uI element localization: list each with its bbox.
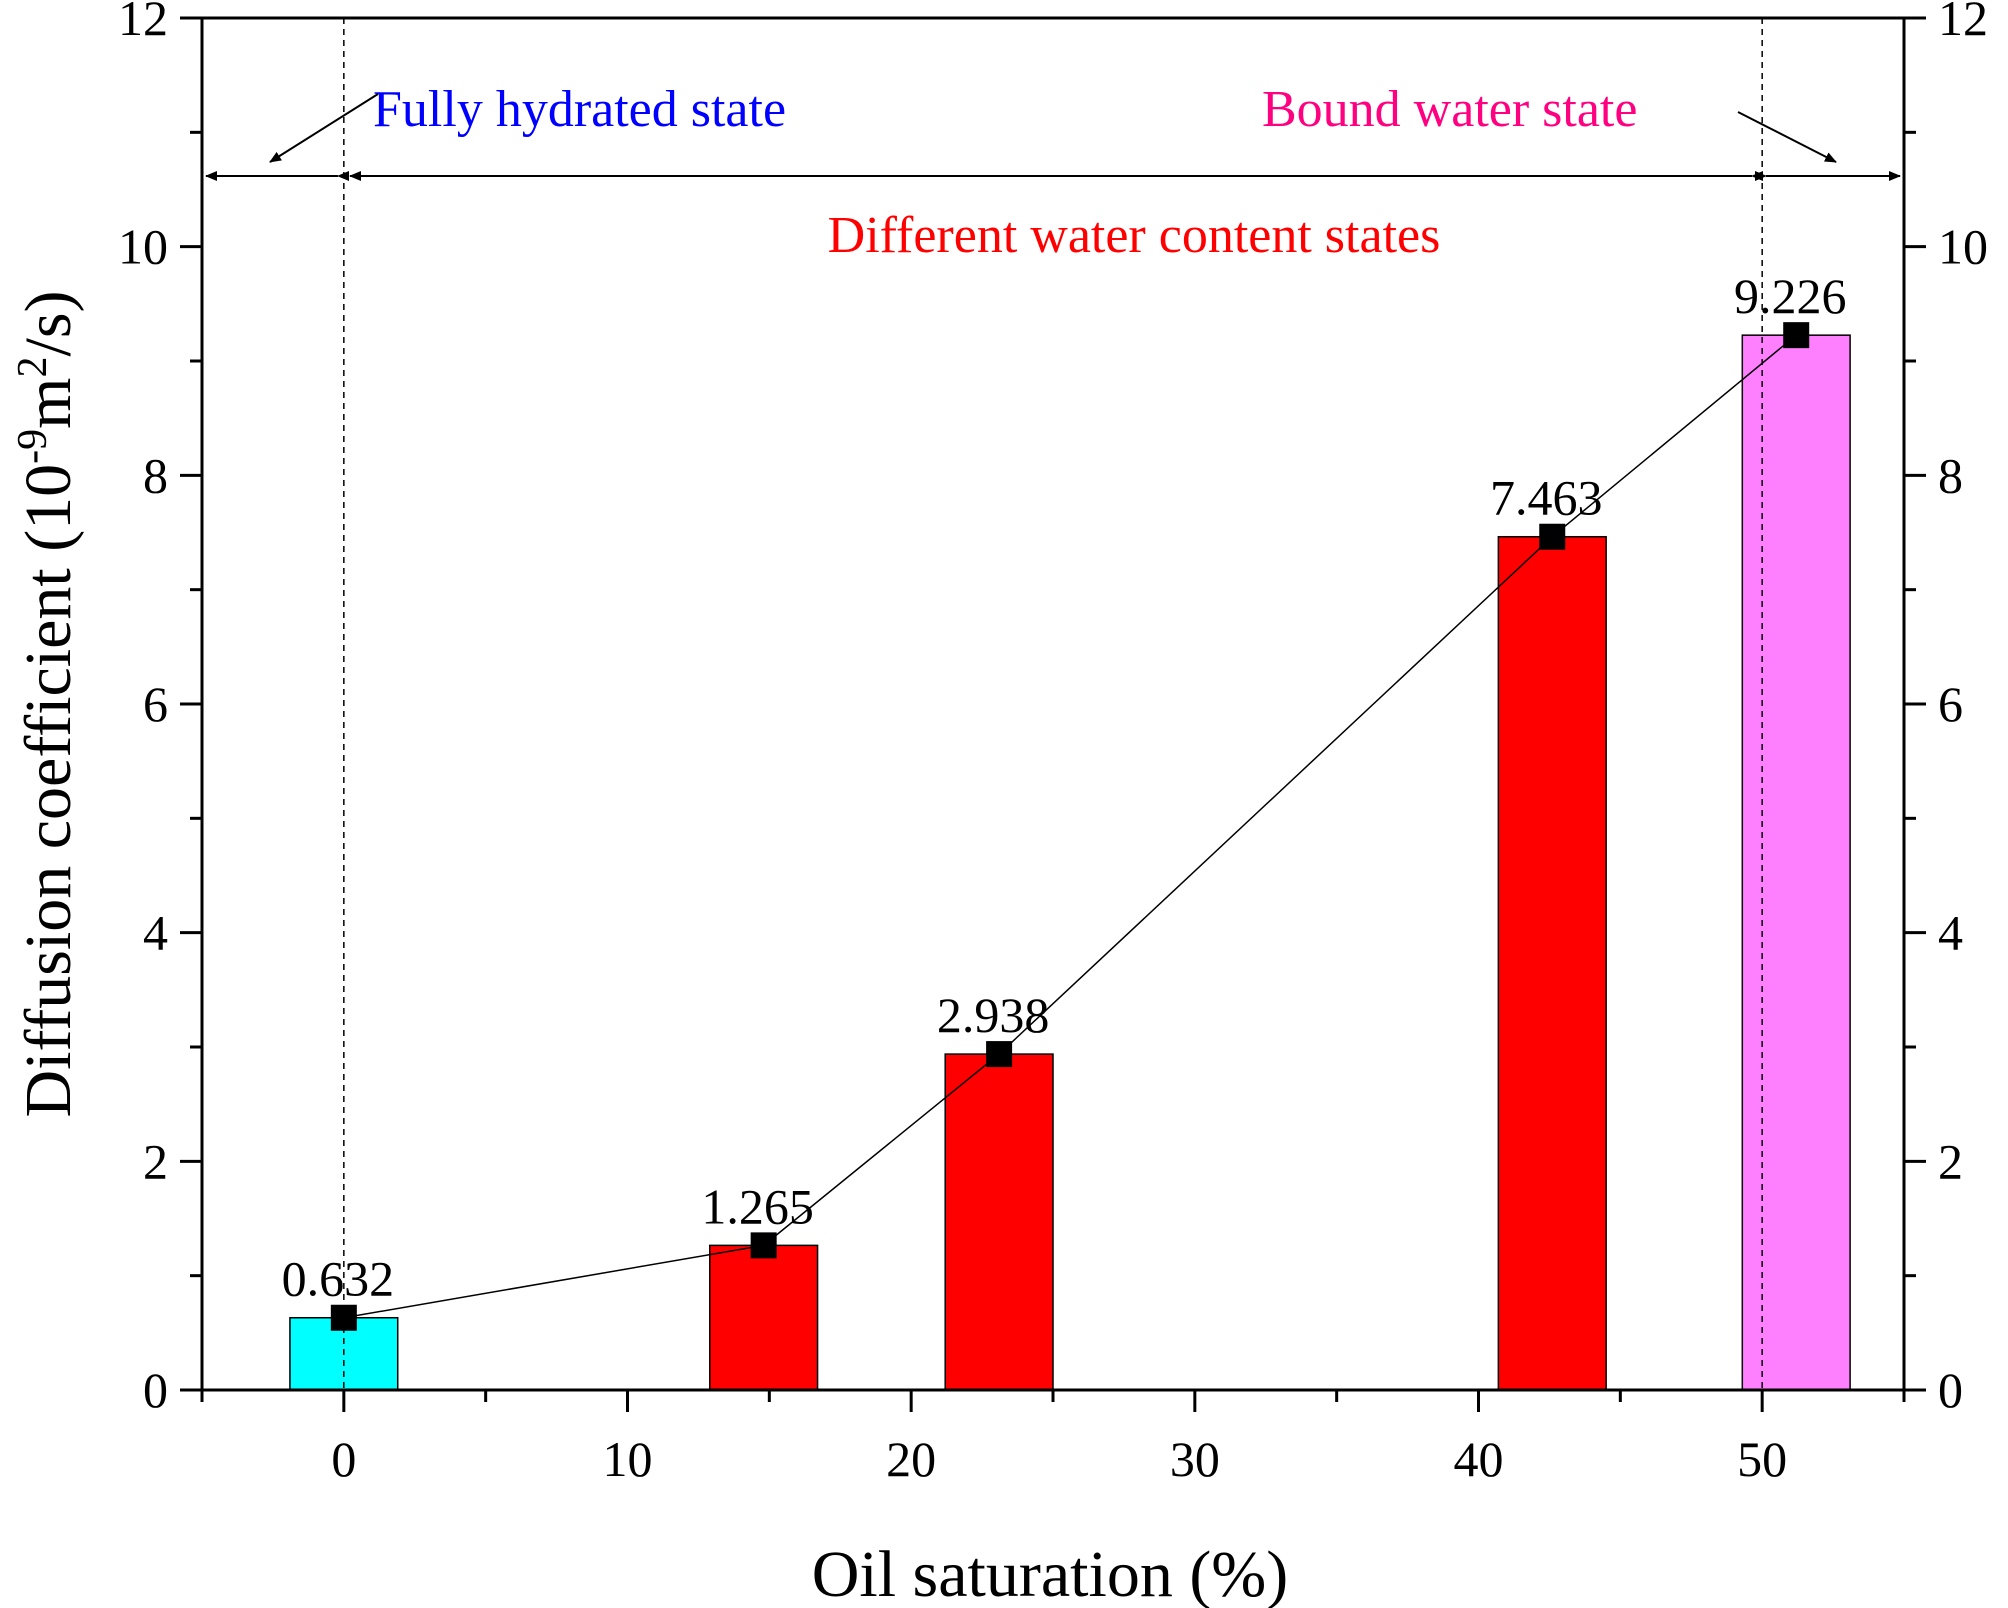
y-axis-title-tail: /s) [12, 290, 85, 356]
y-left-tick-label: 4 [143, 905, 168, 961]
bound-water-pointer-arrow [1737, 111, 1837, 163]
y-right-tick-label: 2 [1938, 1133, 1963, 1189]
value-label: 7.463 [1490, 470, 1603, 526]
tick-layer: 0 10 20 30 40 50 0 0 2 2 4 4 6 6 8 8 10 10 12 12 [118, 0, 1988, 1487]
bar [1497, 535, 1607, 1391]
plot-frame [200, 16, 1906, 1392]
bound-water-label: Bound water state [1262, 81, 1637, 138]
x-tick-label: 30 [1170, 1431, 1220, 1487]
y-left-tick-label: 8 [143, 447, 168, 503]
range-arrows [205, 93, 1901, 181]
data-point-marker [330, 1304, 357, 1331]
value-label: 0.632 [282, 1251, 395, 1307]
bar [1741, 334, 1851, 1391]
markers-layer [330, 322, 1810, 1331]
value-label: 2.938 [937, 987, 1050, 1043]
y-left-tick-label: 10 [118, 219, 168, 275]
y-right-tick-label: 10 [1938, 219, 1988, 275]
x-tick-label: 50 [1737, 1431, 1787, 1487]
value-label: 1.265 [701, 1178, 814, 1234]
y-left-tick-label: 0 [143, 1362, 168, 1418]
y-left-tick-label: 12 [118, 0, 168, 46]
y-axis-title-exp2: 2 [10, 356, 56, 377]
bars-layer [289, 334, 1851, 1391]
value-labels-layer: 0.632 1.265 2.938 7.463 9.226 [282, 268, 1847, 1307]
bar [709, 1244, 819, 1391]
bar [944, 1053, 1054, 1391]
y-axis-title-mid: m [12, 377, 85, 428]
data-point-marker [986, 1041, 1013, 1068]
x-axis-title: Oil saturation (%) [812, 1538, 1289, 1608]
y-right-tick-label: 0 [1938, 1362, 1963, 1418]
value-label: 9.226 [1734, 268, 1847, 324]
guides-layer [343, 18, 1763, 1390]
y-right-tick-label: 6 [1938, 676, 1963, 732]
y-axis-title-main: Diffusion coefficient (10 [12, 464, 85, 1118]
data-point-marker [750, 1232, 777, 1259]
data-point-marker [1539, 523, 1566, 550]
y-axis-title-exp1: -9 [10, 429, 56, 464]
fully-hydrated-label: Fully hydrated state [373, 81, 786, 138]
y-right-tick-label: 4 [1938, 905, 1963, 961]
y-left-tick-label: 2 [143, 1133, 168, 1189]
x-tick-label: 0 [331, 1431, 356, 1487]
data-point-marker [1783, 322, 1810, 349]
y-left-tick-label: 6 [143, 676, 168, 732]
y-axis-title: Diffusion coefficient (10-9m2/s) [10, 290, 85, 1117]
different-states-label: Different water content states [828, 207, 1441, 264]
y-right-tick-label: 12 [1938, 0, 1988, 46]
x-tick-label: 20 [886, 1431, 936, 1487]
x-tick-label: 10 [603, 1431, 653, 1487]
y-right-tick-label: 8 [1938, 447, 1963, 503]
fully-hydrated-pointer-arrow [269, 93, 379, 163]
x-tick-label: 40 [1454, 1431, 1504, 1487]
